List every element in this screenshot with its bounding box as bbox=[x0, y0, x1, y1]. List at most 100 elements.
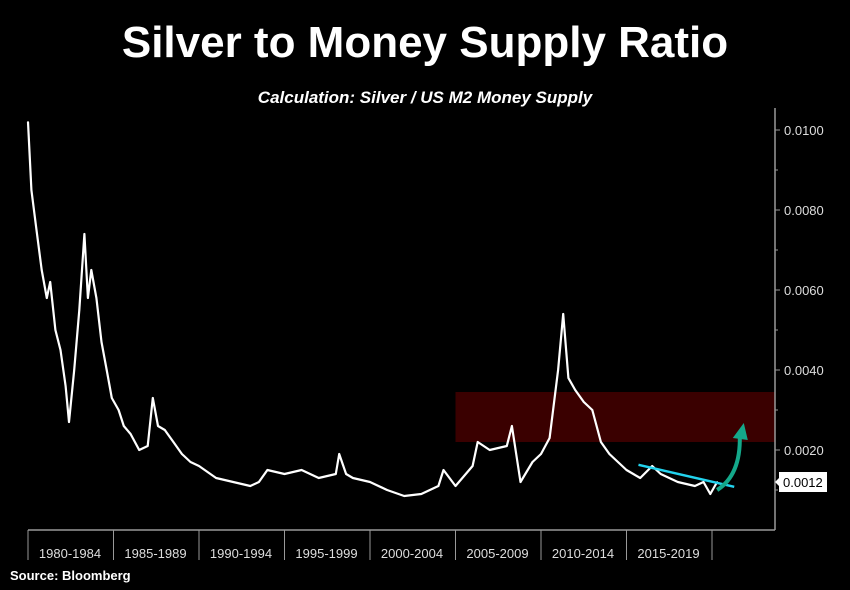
data-point bbox=[591, 409, 594, 411]
data-point bbox=[117, 409, 120, 411]
last-value-box bbox=[779, 472, 827, 492]
data-point bbox=[651, 465, 654, 467]
data-point bbox=[531, 461, 534, 463]
data-point bbox=[172, 441, 175, 443]
data-point bbox=[54, 329, 57, 331]
data-point bbox=[420, 493, 423, 495]
data-point bbox=[73, 369, 76, 371]
data-point bbox=[283, 473, 286, 475]
data-point bbox=[639, 477, 642, 479]
data-point bbox=[369, 481, 371, 483]
data-point bbox=[557, 369, 559, 371]
data-point bbox=[476, 441, 479, 443]
data-point bbox=[338, 453, 341, 455]
y-tick-label: 0.0020 bbox=[784, 443, 824, 458]
x-tick-label: 1995-1999 bbox=[295, 546, 357, 561]
chart-subtitle: Calculation: Silver / US M2 Money Supply bbox=[257, 88, 593, 107]
data-point bbox=[702, 481, 705, 483]
data-point bbox=[30, 189, 33, 191]
data-point bbox=[129, 433, 132, 435]
data-point bbox=[40, 269, 43, 271]
upward-arrow bbox=[715, 435, 742, 492]
data-point bbox=[110, 397, 113, 399]
data-point bbox=[676, 481, 679, 483]
data-point bbox=[59, 349, 62, 351]
x-tick-label: 2010-2014 bbox=[552, 546, 614, 561]
data-point bbox=[163, 429, 166, 431]
y-tick-label: 0.0040 bbox=[784, 363, 824, 378]
data-point bbox=[86, 297, 89, 299]
data-point bbox=[157, 425, 159, 427]
data-point bbox=[138, 449, 141, 451]
data-point bbox=[78, 309, 81, 311]
y-tick-label: 0.0100 bbox=[784, 123, 824, 138]
data-point bbox=[68, 421, 70, 423]
data-point bbox=[574, 389, 577, 391]
data-point bbox=[105, 369, 108, 371]
data-point bbox=[95, 297, 98, 299]
data-point bbox=[505, 445, 508, 447]
data-point bbox=[709, 493, 712, 495]
chart-title: Silver to Money Supply Ratio bbox=[121, 18, 729, 67]
data-point bbox=[257, 481, 260, 483]
y-tick-label: 0.0080 bbox=[784, 203, 824, 218]
data-point bbox=[562, 313, 565, 315]
x-tick-label: 1990-1994 bbox=[210, 546, 272, 561]
y-tick-label: 0.0060 bbox=[784, 283, 824, 298]
data-point bbox=[266, 469, 269, 471]
source-note: Source: Bloomberg bbox=[10, 568, 131, 583]
last-value-label: 0.0012 bbox=[783, 475, 823, 490]
x-tick-label: 1980-1984 bbox=[39, 546, 101, 561]
data-point bbox=[386, 489, 388, 491]
data-point bbox=[300, 469, 303, 471]
data-point bbox=[27, 121, 29, 123]
data-point bbox=[352, 477, 354, 479]
data-point bbox=[45, 297, 48, 299]
data-point bbox=[151, 397, 154, 399]
arrow-head bbox=[732, 423, 748, 440]
data-point bbox=[694, 485, 696, 487]
data-point bbox=[442, 469, 445, 471]
data-point bbox=[35, 229, 38, 231]
series-line bbox=[26, 121, 719, 498]
data-point bbox=[567, 377, 570, 379]
data-point bbox=[189, 461, 192, 463]
data-point bbox=[198, 465, 200, 467]
data-point bbox=[625, 469, 628, 471]
data-point bbox=[49, 281, 52, 283]
data-point bbox=[599, 441, 602, 443]
x-tick-label: 1985-1989 bbox=[124, 546, 186, 561]
data-point bbox=[519, 481, 522, 483]
data-point bbox=[83, 233, 86, 235]
data-point bbox=[249, 485, 252, 487]
highlight-band bbox=[455, 392, 775, 442]
data-point bbox=[215, 477, 218, 479]
data-point bbox=[122, 425, 125, 427]
trendline bbox=[638, 463, 735, 489]
data-point bbox=[146, 445, 149, 447]
data-point bbox=[548, 437, 551, 439]
data-point bbox=[403, 495, 406, 497]
data-point bbox=[334, 473, 337, 475]
x-tick-label: 2005-2009 bbox=[466, 546, 528, 561]
data-point bbox=[471, 465, 474, 467]
data-point bbox=[511, 425, 513, 427]
data-point bbox=[608, 453, 611, 455]
x-tick-label: 2000-2004 bbox=[381, 546, 443, 561]
data-point bbox=[488, 449, 491, 451]
data-point bbox=[437, 485, 440, 487]
data-point bbox=[454, 485, 457, 487]
data-point bbox=[345, 473, 347, 475]
data-point bbox=[659, 473, 662, 475]
x-tick-label: 2015-2019 bbox=[637, 546, 699, 561]
data-point bbox=[64, 385, 67, 387]
data-point bbox=[582, 401, 585, 403]
last-value-pointer bbox=[775, 477, 780, 487]
data-point bbox=[181, 453, 183, 455]
data-point bbox=[232, 481, 235, 483]
data-point bbox=[90, 269, 93, 271]
data-point bbox=[100, 341, 103, 343]
data-point bbox=[540, 453, 542, 455]
data-point bbox=[317, 477, 320, 479]
